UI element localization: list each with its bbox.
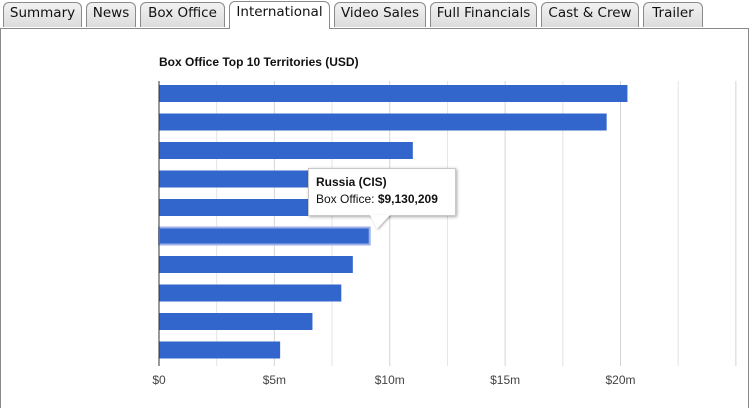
chart-title: Box Office Top 10 Territories (USD) — [159, 55, 359, 69]
tab-international[interactable]: International — [229, 1, 330, 29]
tooltip-value-label: Box Office: — [316, 192, 375, 206]
bar[interactable] — [159, 142, 413, 159]
tooltip-body: Box Office: $9,130,209 — [316, 192, 455, 206]
x-tick-label: $20m — [605, 373, 635, 387]
tab-news[interactable]: News — [86, 2, 136, 27]
tooltip-pointer — [370, 215, 390, 229]
bar-highlighted[interactable] — [158, 226, 371, 246]
bar-chart: Box Office Top 10 Territories (USD) $0 $5… — [152, 55, 737, 387]
tab-video-sales[interactable]: Video Sales — [334, 2, 426, 27]
bar[interactable] — [159, 284, 342, 302]
tooltip-value: $9,130,209 — [377, 192, 438, 206]
x-tick-label: $0 — [152, 373, 166, 387]
bar[interactable] — [159, 256, 353, 273]
tab-box-office[interactable]: Box Office — [140, 2, 225, 27]
x-tick-label: $5m — [263, 373, 286, 387]
tab-bar: Summary News Box Office International Video … — [0, 0, 751, 29]
bar[interactable] — [159, 85, 628, 102]
bar[interactable] — [159, 113, 607, 131]
bar[interactable] — [159, 313, 313, 330]
chart-panel: Box Office Top 10 Territories (USD) $0 $5… — [0, 28, 749, 408]
tab-summary[interactable]: Summary — [3, 2, 82, 27]
x-tick-label: $15m — [490, 373, 520, 387]
tab-trailer[interactable]: Trailer — [643, 2, 703, 27]
bar-layer — [158, 85, 628, 359]
bar-tooltip: Russia (CIS) Box Office: $9,130,209 — [308, 168, 456, 216]
x-tick-label: $10m — [375, 373, 405, 387]
tab-cast-crew[interactable]: Cast & Crew — [541, 2, 639, 27]
axis-layer: $0 $5m $10m $15m $20m — [152, 81, 636, 387]
tooltip-title: Russia (CIS) — [316, 175, 387, 189]
bar[interactable] — [159, 341, 281, 359]
tab-full-financials[interactable]: Full Financials — [430, 2, 537, 27]
